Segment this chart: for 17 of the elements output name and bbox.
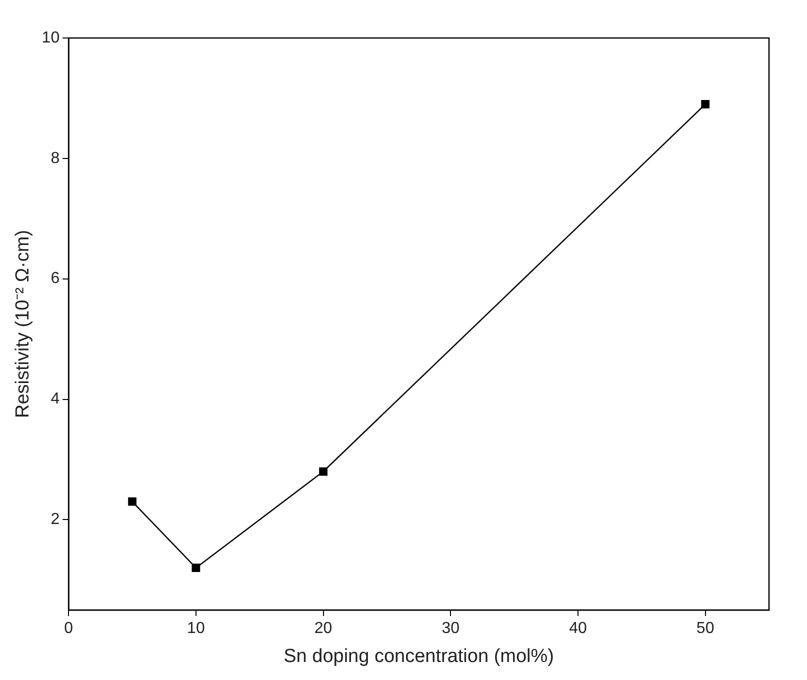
y-axis-title: Resistivity (10⁻² Ω·cm) — [12, 230, 34, 418]
y-tick-label: 4 — [50, 390, 60, 408]
point — [192, 564, 200, 572]
x-tick-label: 20 — [314, 620, 332, 638]
x-axis-title: Sn doping concentration (mol%) — [284, 646, 554, 667]
y-tick-label: 8 — [50, 150, 60, 167]
x-tick-label: 0 — [64, 620, 74, 638]
y-tick-label: 2 — [50, 511, 60, 528]
point — [128, 497, 136, 506]
point — [319, 467, 328, 476]
point — [701, 100, 710, 108]
y-tick-label: 10 — [42, 29, 60, 46]
y-tick-label: 6 — [50, 270, 60, 288]
x-tick-label: 30 — [442, 620, 460, 638]
x-tick-label: 40 — [569, 620, 587, 638]
x-tick-label: 50 — [696, 620, 714, 638]
x-tick-label: 10 — [187, 620, 205, 638]
